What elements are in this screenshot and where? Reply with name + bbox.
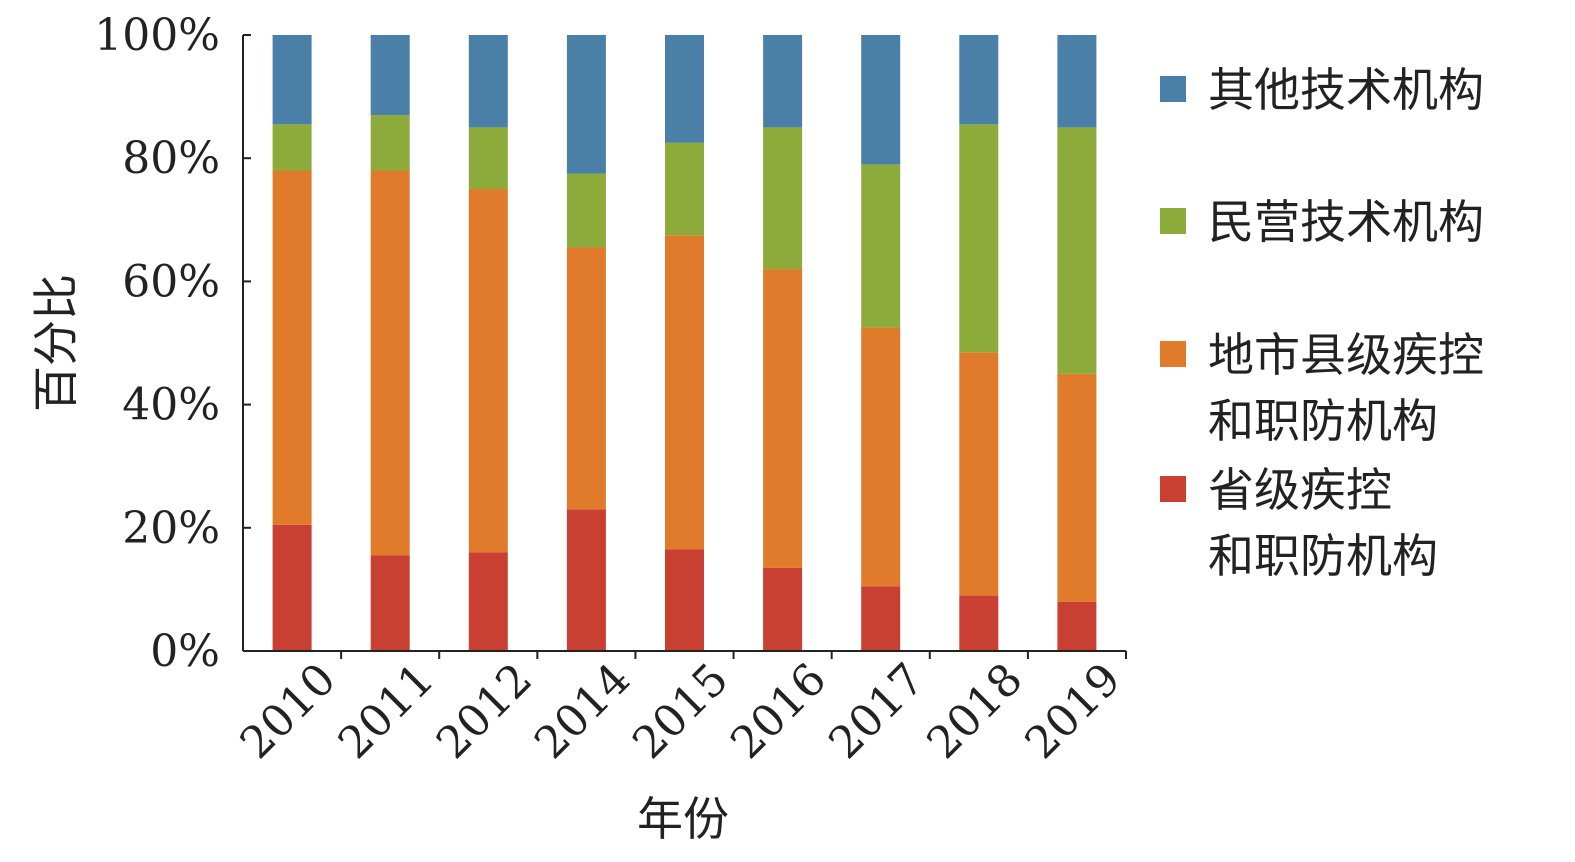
bar-2010-series-2 [272, 170, 312, 525]
bar-2017-series-1 [861, 586, 901, 651]
bar-2017-series-4 [861, 35, 901, 165]
x-tick-label: 2010 [231, 654, 346, 769]
bar-2019-series-1 [1057, 601, 1097, 651]
bar-2016-series-2 [763, 269, 803, 568]
x-tick-label: 2014 [525, 654, 640, 769]
bar-2016-series-4 [763, 35, 803, 128]
bar-2014-series-4 [566, 35, 606, 174]
bar-2010-series-1 [272, 524, 312, 651]
bar-2015-series-3 [665, 142, 704, 236]
legend-swatch [1160, 341, 1186, 367]
bar-2010-series-4 [272, 35, 312, 125]
bar-2019-series-3 [1057, 127, 1097, 374]
bar-2018-series-2 [959, 352, 999, 596]
bar-2018-series-1 [959, 595, 999, 651]
bar-2015-series-2 [665, 235, 704, 550]
bar-2015-series-4 [665, 35, 704, 143]
bar-2018-series-4 [959, 35, 999, 125]
bar-2016-series-3 [763, 127, 803, 270]
bar-2011-series-3 [370, 115, 410, 171]
x-tick-label: 2018 [917, 654, 1032, 769]
y-tick-label: 80% [122, 133, 220, 184]
bar-2011-series-2 [370, 170, 410, 556]
bar-2017-series-2 [861, 327, 901, 587]
bar-2011-series-4 [370, 35, 410, 116]
legend-swatch [1160, 208, 1186, 234]
legend-label: 省级疾控 [1208, 463, 1392, 517]
bar-2019-series-4 [1057, 35, 1097, 128]
bar-2012-series-4 [468, 35, 508, 128]
bar-2014-series-1 [566, 509, 606, 651]
bar-2012-series-1 [468, 552, 508, 651]
legend-label: 民营技术机构 [1208, 195, 1484, 249]
bar-2012-series-2 [468, 189, 508, 553]
y-axis-title: 百分比 [29, 274, 83, 412]
bar-2011-series-1 [370, 555, 410, 651]
bar-2010-series-3 [272, 124, 312, 171]
x-axis-title: 年份 [637, 792, 729, 846]
legend-label: 其他技术机构 [1208, 63, 1484, 117]
x-tick-label: 2015 [623, 654, 738, 769]
bar-2017-series-3 [861, 164, 901, 328]
x-tick-label: 2016 [721, 654, 836, 769]
legend-swatch [1160, 76, 1186, 102]
legend-label: 地市县级疾控 [1208, 328, 1484, 382]
axes-layer [242, 34, 1127, 659]
x-tick-label: 2017 [819, 654, 934, 769]
x-tick-label: 2011 [329, 654, 444, 769]
y-tick-label: 20% [122, 503, 220, 554]
x-tick-label: 2012 [427, 654, 542, 769]
bar-2016-series-1 [763, 567, 803, 651]
legend-label: 和职防机构 [1208, 529, 1438, 583]
bar-2014-series-2 [566, 247, 606, 510]
y-tick-label: 40% [122, 380, 220, 431]
bar-2015-series-1 [665, 549, 704, 651]
y-tick-label: 100% [94, 10, 220, 61]
x-tick-label: 2019 [1015, 654, 1130, 769]
legend-swatch [1160, 476, 1186, 502]
bar-2019-series-2 [1057, 373, 1097, 602]
legend-label: 和职防机构 [1208, 394, 1438, 448]
bar-2014-series-3 [566, 173, 606, 248]
bar-2018-series-3 [959, 124, 999, 353]
bars-layer [272, 35, 1097, 651]
y-tick-label: 0% [150, 626, 220, 677]
y-tick-labels: 0% 20% 40% 60% 80% 100% [94, 10, 220, 677]
bar-2012-series-3 [468, 127, 508, 189]
y-tick-label: 60% [122, 256, 220, 307]
